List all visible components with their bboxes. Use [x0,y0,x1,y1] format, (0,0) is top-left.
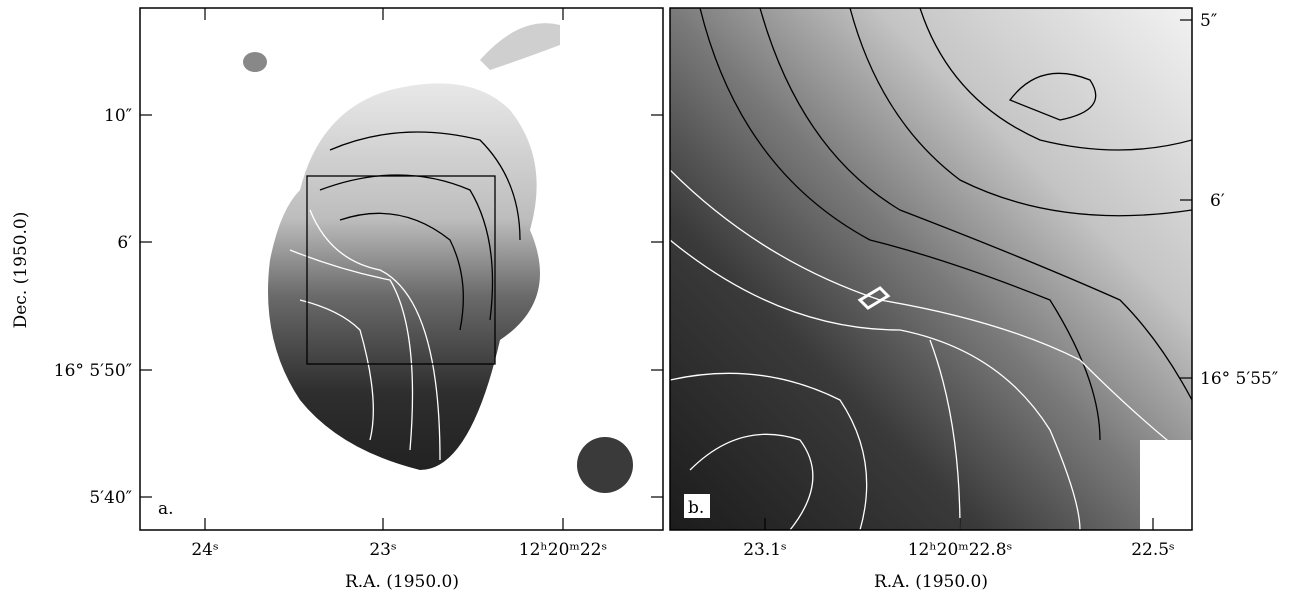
panel-frame [669,7,1193,531]
x-tick-label: 22.5ˢ [1131,540,1175,560]
contours [670,169,1192,530]
y-tick-label: 6′ [1210,191,1225,211]
x-axis-label: R.A. (1950.0) [874,572,988,592]
y-axis-label: Dec. (1950.0) [11,212,31,329]
x-tick-label: 12ʰ20ᵐ22.8ˢ [908,540,1013,560]
image-fragment [577,437,633,493]
y-tick-label: 5″ [1200,11,1217,31]
panel-label: b. [688,498,704,518]
panel-label: a. [158,499,174,519]
contour-peak [857,286,891,310]
contours [289,209,441,461]
velocity-image [670,8,1192,530]
ticks [764,19,1192,530]
x-tick-label: 23.1ˢ [743,540,787,560]
contours [319,131,521,331]
y-tick-label: 16° 5′55″ [1200,369,1278,389]
galaxy-image [268,83,540,470]
y-tick-label: 16° 5′50″ [54,361,132,381]
panel-frame [139,7,664,531]
x-tick-label: 23ˢ [369,540,396,560]
image-fragment [243,52,267,72]
panel-a: a. 24ˢ 23ˢ 12ʰ20ᵐ22ˢ 10″ 6′ 16° 5′50″ 5′… [11,7,664,592]
ticks [140,8,663,530]
image-fragment [480,23,560,70]
label-box [684,494,710,518]
panel-b: b. 23.1ˢ 12ʰ20ᵐ22.8ˢ 22.5ˢ 5″ 6′ 16° 5′5… [669,7,1278,592]
x-axis-label: R.A. (1950.0) [345,572,459,592]
y-tick-label: 5′40″ [89,488,132,508]
x-tick-label: 24ˢ [191,540,218,560]
y-tick-label: 10″ [104,106,132,126]
zoom-box [306,175,496,365]
x-tick-label: 12ʰ20ᵐ22ˢ [519,540,607,560]
y-tick-label: 6′ [117,233,132,253]
image-blank [1140,440,1192,530]
